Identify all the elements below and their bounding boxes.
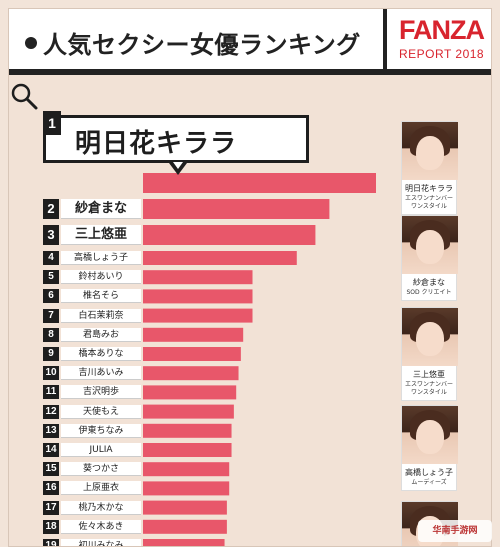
page-title: 人気セクシー女優ランキング (25, 25, 361, 60)
actress-name-label: 三上悠亜 (61, 225, 141, 245)
rank-number: 9 (43, 347, 59, 361)
card-studio: ムーディーズ (411, 479, 447, 486)
actress-name-label: 天使もえ (61, 404, 141, 419)
bars-layer (143, 173, 376, 546)
actress-card: 明日花キララエスワンナンバーワンスタイル (401, 121, 458, 215)
bar-rank-7 (143, 308, 253, 323)
bullet-dot (25, 37, 37, 49)
actress-name-label: JULIA (61, 443, 141, 457)
photo-face (416, 230, 444, 264)
bar-rank-6 (143, 289, 253, 304)
actress-name-label: 葵つかさ (61, 462, 141, 477)
rank-number: 14 (43, 443, 59, 457)
rank-number: 12 (43, 404, 59, 419)
card-name: 高橋しょう子 (405, 468, 453, 477)
bar-rank-8 (143, 327, 244, 342)
photo-face (416, 420, 444, 454)
rank-number: 5 (43, 270, 59, 285)
rank-number: 3 (43, 225, 59, 245)
rank-number: 17 (43, 500, 59, 515)
actress-name-label: 上原亜衣 (61, 481, 141, 496)
actress-card: 高橋しょう子 ムーディーズ (401, 405, 458, 491)
actress-photo (402, 406, 458, 464)
bar-rank-1 (143, 173, 376, 193)
bar-rank-19 (143, 539, 225, 546)
actress-name-label: 鈴村あいり (61, 270, 141, 285)
card-name: 明日花キララ (405, 184, 453, 193)
ranking-chart: 2 紗倉まな 3 三上悠亜 4 高橋しょう子 5 鈴村あいり 6 椎名そら 7 白石茉莉奈 8 君島みお 9… (9, 81, 491, 546)
actress-name-label: 橋本ありな (61, 347, 141, 361)
card-studio: エスワンナンバーワンスタイル (404, 195, 453, 210)
actress-name-label: 初川みなみ (61, 539, 141, 546)
rank-number: 19 (43, 539, 59, 546)
bar-rank-4 (143, 251, 297, 265)
bar-rank-18 (143, 519, 227, 534)
card-name: 紗倉まな (413, 278, 445, 287)
actress-name-label: 吉川あいみ (61, 366, 141, 381)
actress-name-label: 君島みお (61, 327, 141, 342)
actress-photo (402, 216, 458, 274)
header: 人気セクシー女優ランキング FANZA REPORT 2018 (9, 9, 491, 75)
bar-rank-16 (143, 481, 230, 496)
bar-rank-5 (143, 270, 253, 285)
bar-rank-9 (143, 347, 241, 361)
bar-rank-2 (143, 199, 330, 219)
actress-photo (402, 122, 458, 180)
rank-number: 18 (43, 519, 59, 534)
rank-number: 15 (43, 462, 59, 477)
bar-rank-17 (143, 500, 227, 515)
report-year: REPORT 2018 (399, 47, 485, 61)
rank-number: 4 (43, 251, 59, 265)
search-icon (11, 83, 38, 110)
card-studio: エスワンナンバーワンスタイル (404, 381, 453, 396)
bar-rank-11 (143, 385, 237, 400)
rank-number: 8 (43, 327, 59, 342)
actress-name-label: 桃乃木かな (61, 500, 141, 515)
infographic-frame: 人気セクシー女優ランキング FANZA REPORT 2018 2 紗倉まな 3 三上… (8, 8, 492, 547)
bar-rank-3 (143, 225, 316, 245)
brand-logo: FANZA (399, 15, 485, 45)
actress-card: 三上悠亜エスワンナンバーワンスタイル (401, 307, 458, 401)
actress-name-label: 伊東ちなみ (61, 423, 141, 438)
bar-rank-14 (143, 443, 232, 457)
photo-face (416, 322, 444, 356)
watermark: 华南手游网 (418, 520, 492, 542)
bar-rank-15 (143, 462, 230, 477)
rank-number: 6 (43, 289, 59, 304)
actress-name-label: 佐々木あき (61, 519, 141, 534)
top1-rank: 1 (43, 111, 61, 135)
page-title-text: 人気セクシー女優ランキング (43, 31, 361, 59)
card-name: 三上悠亜 (413, 370, 445, 379)
actress-name-label: 高橋しょう子 (61, 251, 141, 265)
actress-name-label: 吉沢明歩 (61, 385, 141, 400)
top1-callout (43, 115, 309, 163)
rank-number: 16 (43, 481, 59, 496)
rank-number: 11 (43, 385, 59, 400)
photo-face (416, 136, 444, 170)
bar-rank-10 (143, 366, 239, 381)
actress-name-label: 椎名そら (61, 289, 141, 304)
card-studio: SOD クリエイト (406, 289, 452, 296)
header-divider (383, 9, 387, 75)
bar-rank-12 (143, 404, 234, 419)
rank-number: 13 (43, 423, 59, 438)
rank-number: 7 (43, 308, 59, 323)
actress-card: 紗倉まな SOD クリエイト (401, 215, 458, 301)
bar-rank-13 (143, 423, 232, 438)
rank-number: 2 (43, 199, 59, 219)
actress-photo (402, 308, 458, 366)
actress-name-label: 白石茉莉奈 (61, 308, 141, 323)
callout-tail-inner (173, 162, 183, 169)
top1-name: 明日花キララ (75, 129, 238, 159)
rank-number: 10 (43, 366, 59, 381)
actress-name-label: 紗倉まな (61, 199, 141, 219)
